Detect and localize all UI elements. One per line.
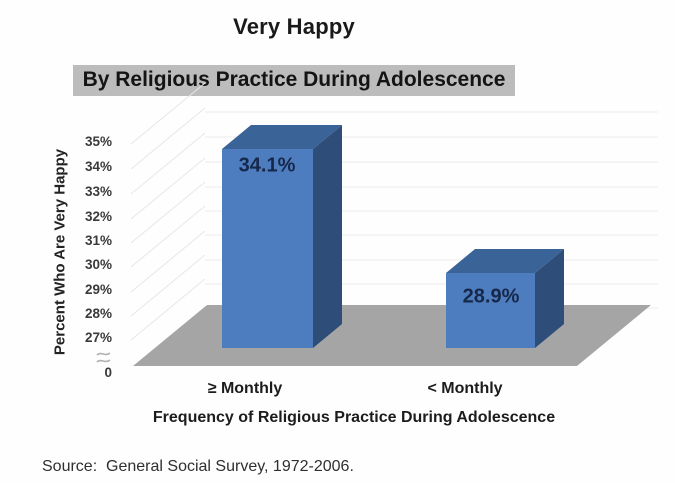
y-tick-zero: 0 xyxy=(104,365,112,380)
y-tick-33: 33% xyxy=(84,184,112,199)
y-tick-29: 29% xyxy=(84,282,112,297)
y-tick-34: 34% xyxy=(84,159,112,174)
bar-ge-monthly-top xyxy=(222,125,342,149)
x-category-lt-monthly: < Monthly xyxy=(427,380,503,397)
y-tick-28: 28% xyxy=(84,306,112,321)
value-label-ge-monthly: 34.1% xyxy=(238,154,296,177)
x-category-ge-monthly: ≥ Monthly xyxy=(207,380,283,397)
x-axis-title: Frequency of Religious Practice During A… xyxy=(152,409,556,426)
bar-ge-monthly-side xyxy=(313,125,342,348)
bar-lt-monthly-side xyxy=(535,249,564,348)
y-tick-32: 32% xyxy=(84,209,112,224)
bar-lt-monthly xyxy=(446,249,564,348)
bar-lt-monthly-front xyxy=(446,273,535,348)
value-label-lt-monthly: 28.9% xyxy=(462,285,520,308)
chart-floor xyxy=(133,305,651,366)
title-block: Very Happy By Religious Practice During … xyxy=(0,13,588,96)
source-note: Source: General Social Survey, 1972-2006… xyxy=(42,458,354,475)
y-tick-35: 35% xyxy=(84,134,112,149)
bar-lt-monthly-top xyxy=(446,249,564,273)
y-tick-30: 30% xyxy=(84,257,112,272)
y-axis-title: Percent Who Are Very Happy xyxy=(51,148,69,356)
y-tick-31: 31% xyxy=(84,233,112,248)
gridlines-diagonal xyxy=(130,82,206,341)
bar-ge-monthly-front xyxy=(222,149,313,348)
bar-ge-monthly xyxy=(222,125,342,348)
page-title: Very Happy xyxy=(233,14,355,39)
axis-break-icon xyxy=(96,352,111,363)
y-tick-27: 27% xyxy=(84,330,112,345)
page-subtitle: By Religious Practice During Adolescence xyxy=(72,64,516,96)
